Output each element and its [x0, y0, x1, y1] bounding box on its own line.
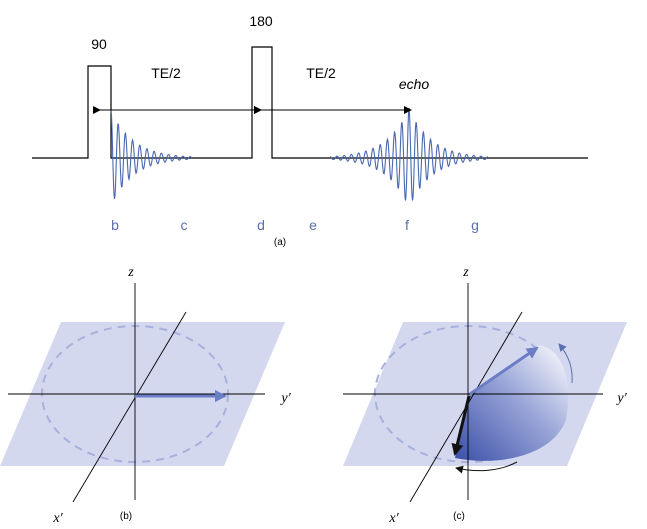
x-axis: [72, 311, 187, 503]
pulse-180-label: 180: [249, 13, 273, 29]
time-point-labels: b c d e f g: [111, 217, 479, 233]
time-point-label-d: d: [257, 217, 265, 233]
x-axis-label: x′: [52, 511, 63, 526]
time-point-label-b: b: [111, 217, 119, 233]
fid-signal: [110, 109, 193, 199]
panel-c-label: (c): [453, 511, 465, 522]
slow-spin-vector: [451, 395, 471, 456]
echo-label: echo: [399, 76, 430, 92]
fast-spin-vector: [469, 346, 539, 396]
pulse-90-label: 90: [91, 36, 107, 52]
panel-b-label: (b): [120, 511, 132, 522]
echo-signal: [329, 107, 489, 201]
panel-a-label: (a): [274, 237, 286, 248]
rotating-frame-panel-b: z y′ x′ (b): [0, 265, 292, 526]
time-point-label-f: f: [405, 217, 409, 233]
z-axis-label: z: [127, 265, 134, 280]
dephasing-fan: [455, 345, 569, 461]
te-half-label-1: TE/2: [151, 65, 181, 81]
time-point-label-g: g: [471, 217, 479, 233]
pulse-baseline: [32, 46, 588, 159]
y-axis-label: y′: [279, 391, 291, 406]
x-axis-label: x′: [388, 511, 399, 526]
rotation-arrow-upper: [558, 343, 573, 384]
pulse-sequence-panel: 90 180 TE/2 TE/2 echo b c d e f g (a): [32, 13, 588, 248]
time-point-label-c: c: [181, 217, 188, 233]
y-axis-label: y′: [615, 391, 627, 406]
te-half-label-2: TE/2: [306, 65, 336, 81]
rotation-arrow-lower: [455, 461, 518, 474]
z-axis-label: z: [462, 265, 469, 280]
rotating-frame-panel-c: z y′ x′ (c): [343, 265, 628, 526]
time-point-label-e: e: [309, 217, 317, 233]
